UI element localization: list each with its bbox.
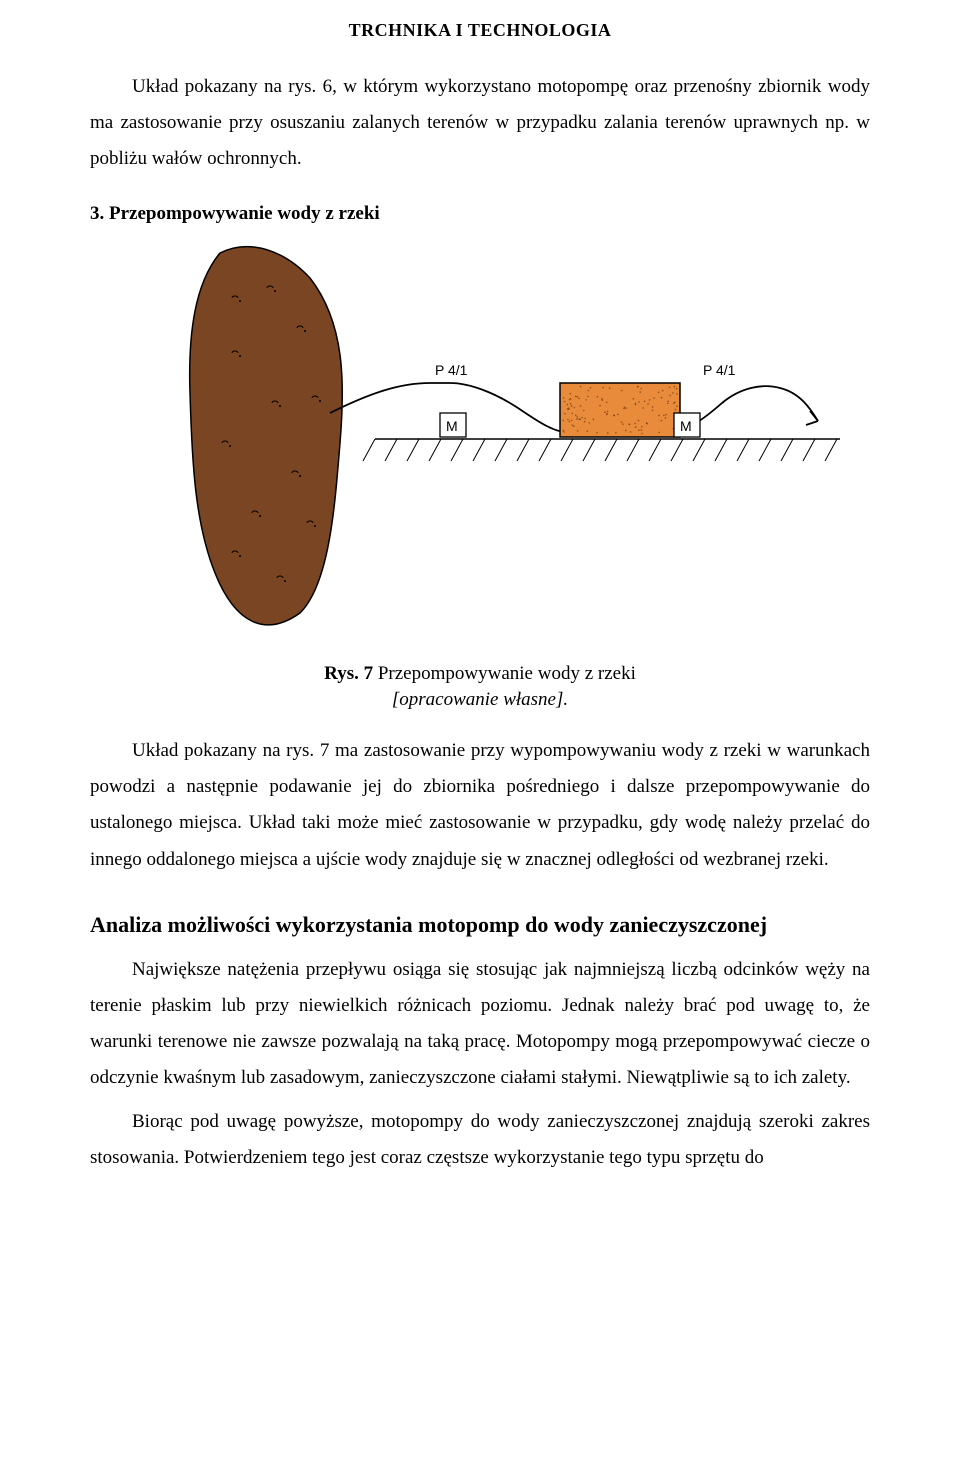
svg-text:M: M — [680, 418, 692, 434]
figure-svg: P 4/1 P 4/1 M M — [100, 243, 860, 653]
svg-text:P 4/1: P 4/1 — [703, 362, 736, 378]
paragraph-2: Układ pokazany na rys. 7 ma zastosowanie… — [90, 733, 870, 877]
figure-caption: Rys. 7 Przepompowywanie wody z rzeki — [90, 663, 870, 685]
caption-label: Rys. 7 — [324, 663, 373, 684]
paragraph-4: Biorąc pod uwagę powyższe, motopompy do … — [90, 1104, 870, 1176]
figure-credit: [opracowanie własne]. — [90, 689, 870, 711]
figure-7: P 4/1 P 4/1 M M — [90, 243, 870, 653]
analysis-heading: Analiza możliwości wykorzystania motopom… — [90, 912, 870, 938]
svg-text:P 4/1: P 4/1 — [435, 362, 468, 378]
page: TRCHNIKA I TECHNOLOGIA Układ pokazany na… — [0, 0, 960, 1468]
paragraph-3: Największe natężenia przepływu osiąga si… — [90, 952, 870, 1096]
caption-text: Przepompowywanie wody z rzeki — [373, 663, 636, 684]
svg-text:M: M — [446, 418, 458, 434]
paragraph-1: Układ pokazany na rys. 6, w którym wykor… — [90, 69, 870, 177]
page-header: TRCHNIKA I TECHNOLOGIA — [90, 20, 870, 41]
section-3-heading: 3. Przepompowywanie wody z rzeki — [90, 203, 870, 225]
header-title: TRCHNIKA I TECHNOLOGIA — [349, 20, 612, 40]
